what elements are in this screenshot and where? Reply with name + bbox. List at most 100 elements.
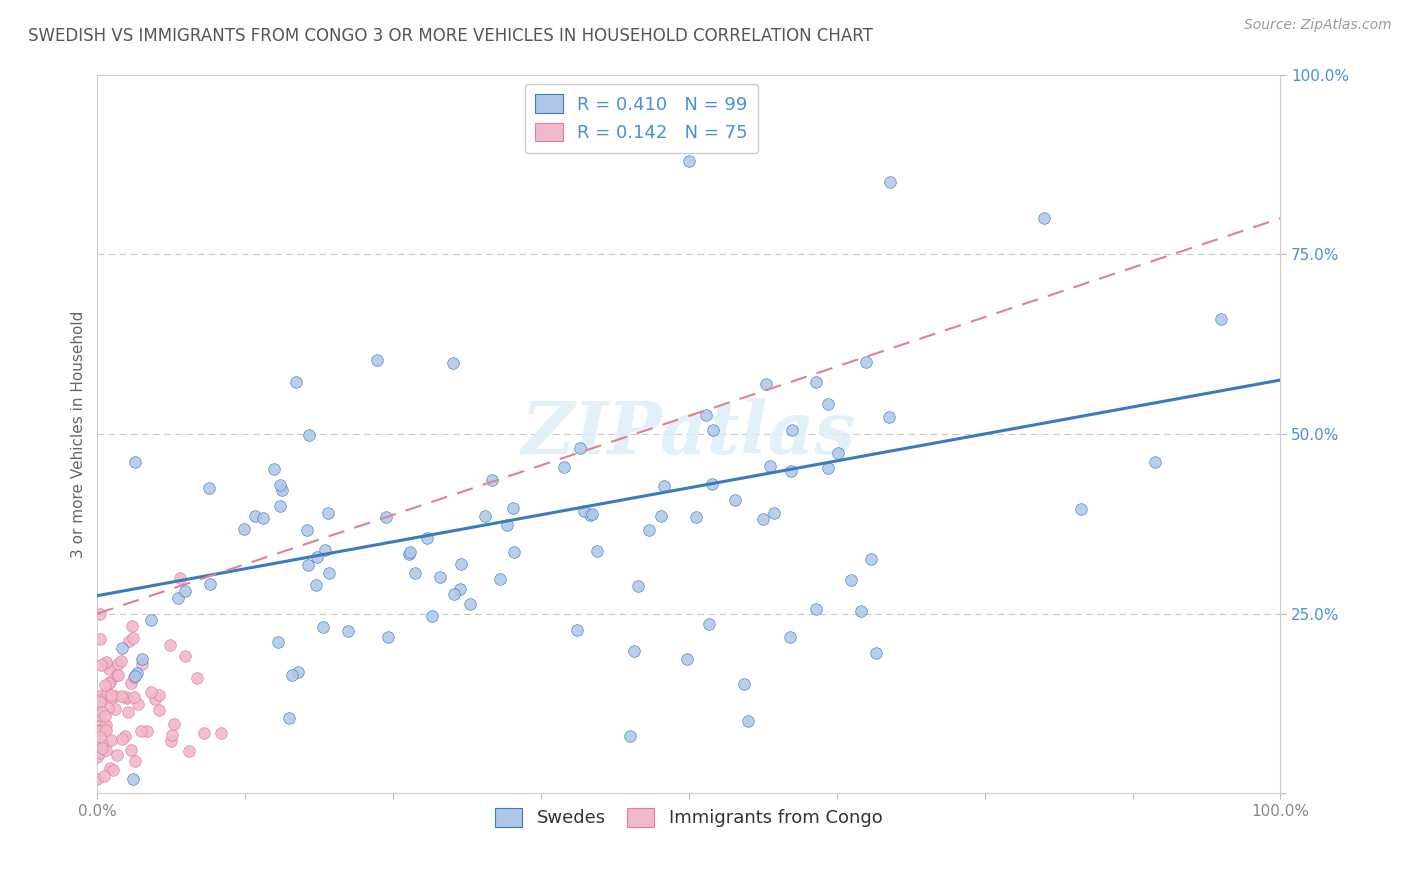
Point xyxy=(163,717,186,731)
Point xyxy=(104,702,127,716)
Point xyxy=(851,604,873,618)
Point xyxy=(1070,501,1092,516)
Point xyxy=(586,544,609,558)
Point xyxy=(737,714,759,729)
Point xyxy=(122,690,145,705)
Point xyxy=(780,423,803,437)
Point xyxy=(125,665,148,680)
Point xyxy=(193,726,215,740)
Point xyxy=(700,476,723,491)
Point xyxy=(98,762,121,776)
Point xyxy=(94,655,117,669)
Point xyxy=(107,657,129,672)
Point xyxy=(314,543,336,558)
Point xyxy=(121,632,143,646)
Point xyxy=(89,607,111,622)
Point xyxy=(114,729,136,743)
Point xyxy=(111,732,134,747)
Point xyxy=(179,743,201,757)
Point xyxy=(110,689,132,703)
Point xyxy=(252,511,274,525)
Point xyxy=(90,705,112,719)
Point xyxy=(733,677,755,691)
Point xyxy=(105,668,128,682)
Point xyxy=(160,733,183,747)
Point xyxy=(97,701,120,715)
Point xyxy=(652,479,675,493)
Point xyxy=(89,723,111,738)
Point xyxy=(148,688,170,702)
Point xyxy=(817,461,839,475)
Legend: Swedes, Immigrants from Congo: Swedes, Immigrants from Congo xyxy=(488,801,890,835)
Point xyxy=(1032,211,1054,226)
Text: ZIPatlas: ZIPatlas xyxy=(522,399,856,469)
Point xyxy=(267,635,290,649)
Point xyxy=(879,409,901,424)
Point xyxy=(638,523,661,537)
Point xyxy=(198,481,221,495)
Point xyxy=(93,721,115,735)
Point xyxy=(627,579,650,593)
Point xyxy=(263,462,285,476)
Point xyxy=(139,613,162,627)
Point xyxy=(97,675,120,690)
Point xyxy=(502,501,524,516)
Point xyxy=(336,624,359,638)
Point xyxy=(104,689,127,703)
Point xyxy=(280,668,302,682)
Point xyxy=(89,689,111,703)
Point xyxy=(574,504,596,518)
Point xyxy=(89,693,111,707)
Point xyxy=(110,654,132,668)
Point xyxy=(169,571,191,585)
Point xyxy=(121,619,143,633)
Point xyxy=(579,508,602,523)
Point xyxy=(398,547,420,561)
Point xyxy=(174,648,197,663)
Point xyxy=(143,691,166,706)
Point xyxy=(278,711,301,725)
Point xyxy=(114,690,136,705)
Point xyxy=(650,509,672,524)
Point xyxy=(474,508,496,523)
Point xyxy=(100,674,122,689)
Point xyxy=(198,577,221,591)
Point xyxy=(285,375,308,389)
Point xyxy=(107,668,129,682)
Point xyxy=(855,355,877,369)
Point xyxy=(118,634,141,648)
Point xyxy=(117,705,139,719)
Point xyxy=(399,545,422,559)
Point xyxy=(443,586,465,600)
Point xyxy=(131,657,153,672)
Point xyxy=(817,397,839,411)
Point xyxy=(316,506,339,520)
Point xyxy=(94,743,117,757)
Point xyxy=(245,508,267,523)
Point xyxy=(450,557,472,571)
Point xyxy=(141,685,163,699)
Point xyxy=(752,512,775,526)
Point xyxy=(762,506,785,520)
Y-axis label: 3 or more Vehicles in Household: 3 or more Vehicles in Household xyxy=(72,310,86,558)
Point xyxy=(441,356,464,370)
Text: Source: ZipAtlas.com: Source: ZipAtlas.com xyxy=(1244,18,1392,32)
Point xyxy=(804,602,827,616)
Point xyxy=(271,483,294,497)
Point xyxy=(131,652,153,666)
Point xyxy=(374,509,396,524)
Point xyxy=(496,517,519,532)
Point xyxy=(96,686,118,700)
Point xyxy=(269,499,291,513)
Point xyxy=(124,754,146,768)
Text: SWEDISH VS IMMIGRANTS FROM CONGO 3 OR MORE VEHICLES IN HOUSEHOLD CORRELATION CHA: SWEDISH VS IMMIGRANTS FROM CONGO 3 OR MO… xyxy=(28,27,873,45)
Point xyxy=(167,591,190,606)
Point xyxy=(865,646,887,660)
Point xyxy=(297,558,319,572)
Point xyxy=(827,446,849,460)
Point xyxy=(619,729,641,743)
Point xyxy=(879,175,901,189)
Point xyxy=(120,742,142,756)
Point xyxy=(90,658,112,673)
Point xyxy=(697,616,720,631)
